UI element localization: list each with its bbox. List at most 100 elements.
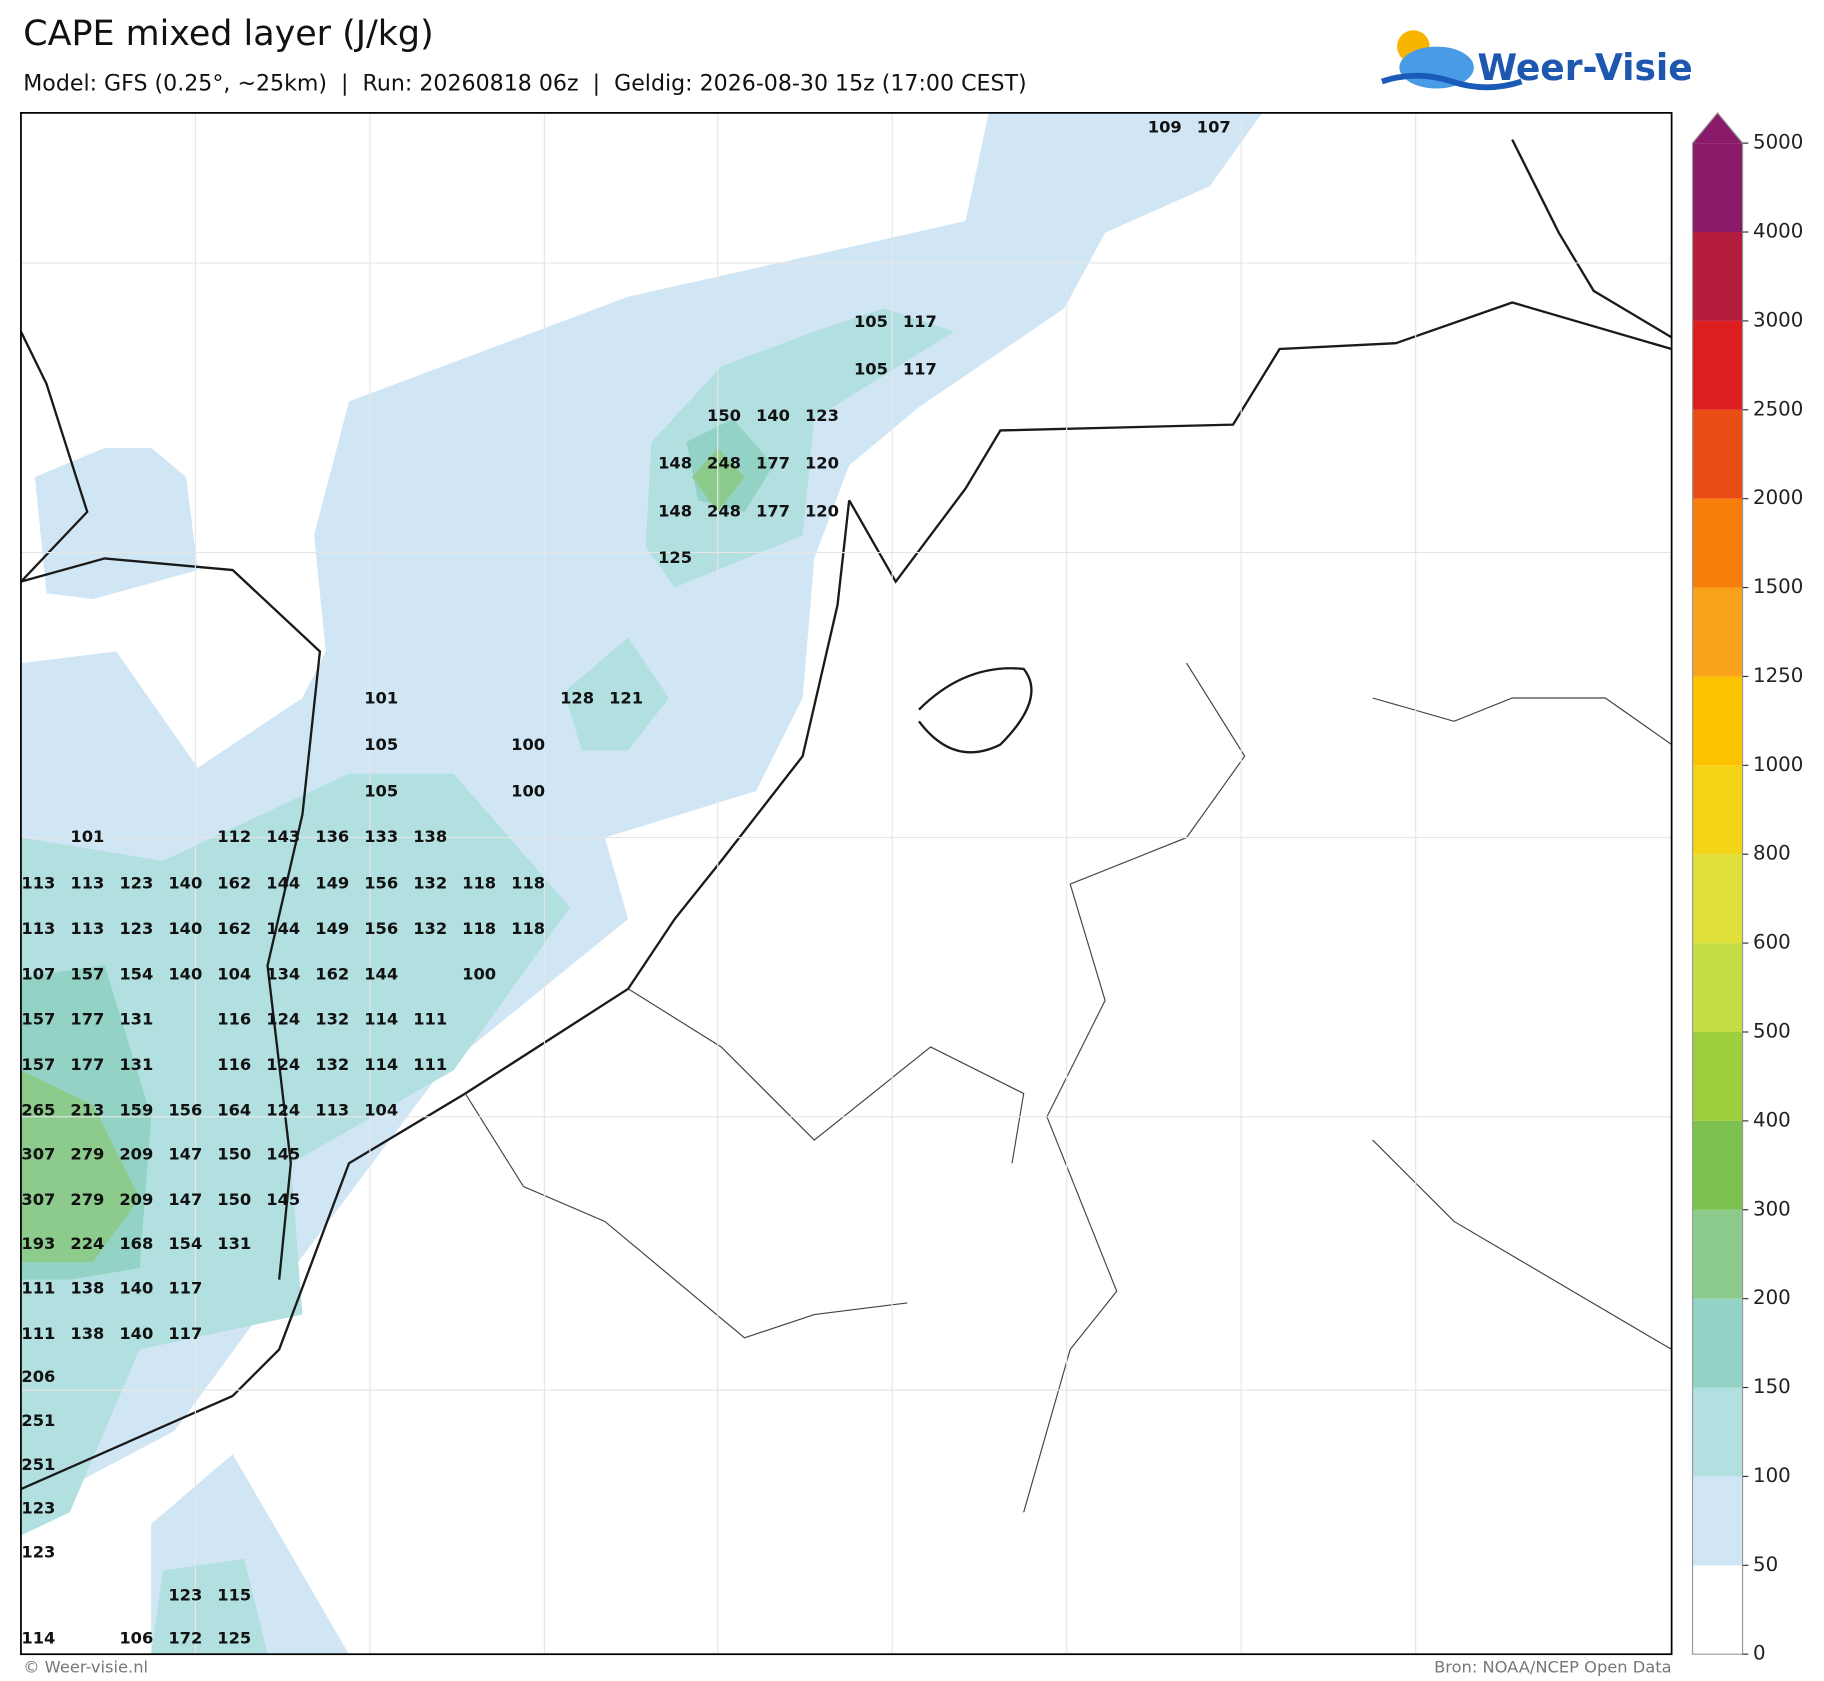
cape-value: 150 (217, 1190, 251, 1209)
cape-value: 307 (21, 1190, 55, 1209)
border (1372, 697, 1672, 1350)
cape-value: 251 (21, 1455, 55, 1474)
cape-value: 157 (21, 1010, 55, 1029)
colorbar-segment (1692, 143, 1743, 233)
cape-value: 193 (21, 1234, 55, 1253)
cape-value: 118 (511, 919, 545, 938)
cape-value: 117 (168, 1278, 202, 1297)
cape-value: 120 (805, 454, 839, 473)
colorbar-tick-label: 3000 (1753, 308, 1803, 331)
coast-north (848, 139, 1672, 584)
cape-value: 121 (609, 689, 643, 708)
colorbar-tick-label: 2500 (1753, 397, 1803, 420)
cape-value: 118 (511, 874, 545, 893)
cape-value: 111 (413, 1010, 447, 1029)
cape-value: 100 (511, 782, 545, 801)
colorbar-segment (1692, 320, 1743, 410)
colorbar-tick-label: 500 (1753, 1019, 1791, 1042)
cape-value: 131 (217, 1234, 251, 1253)
cape-value: 123 (119, 919, 153, 938)
cape-value: 213 (70, 1100, 104, 1119)
cape-value: 132 (315, 1010, 349, 1029)
cape-value: 140 (119, 1324, 153, 1343)
cape-value: 133 (364, 827, 398, 846)
borders (464, 662, 1672, 1513)
cape-value: 224 (70, 1234, 104, 1253)
cape-value: 145 (266, 1190, 300, 1209)
logo: Weer-Visie (1381, 30, 1693, 91)
cape-value: 159 (119, 1100, 153, 1119)
cape-value: 114 (364, 1010, 398, 1029)
cape-value: 123 (805, 406, 839, 425)
colorbar-tick-label: 800 (1753, 842, 1791, 865)
cape-value: 113 (70, 919, 104, 938)
logo-text: Weer-Visie (1477, 47, 1692, 89)
cape-value: 177 (70, 1010, 104, 1029)
cape-value: 138 (70, 1278, 104, 1297)
cape-value: 156 (364, 919, 398, 938)
cape-value: 120 (805, 501, 839, 520)
cape-value: 104 (364, 1100, 398, 1119)
cape-value: 168 (119, 1234, 153, 1253)
colorbar-segment (1692, 1031, 1743, 1121)
colorbar-tick-label: 2000 (1753, 486, 1803, 509)
cape-value: 138 (413, 827, 447, 846)
colorbar-tick-label: 300 (1753, 1197, 1791, 1220)
cape-value: 113 (21, 919, 55, 938)
map-frame (20, 112, 1673, 1656)
colorbar-tick-label: 5000 (1753, 131, 1803, 154)
cape-value: 116 (217, 1055, 251, 1074)
cape-value: 105 (364, 782, 398, 801)
shade-200 (20, 1070, 140, 1263)
cape-value: 209 (119, 1145, 153, 1164)
cape-value: 115 (217, 1586, 251, 1605)
cape-value: 123 (21, 1498, 55, 1517)
cape-value: 140 (168, 919, 202, 938)
cape-value: 147 (168, 1145, 202, 1164)
colorbar-segment (1692, 409, 1743, 499)
cape-value: 162 (315, 964, 349, 983)
border (627, 988, 1025, 1164)
cape-value: 149 (315, 919, 349, 938)
cape-value: 132 (413, 919, 447, 938)
cape-value: 113 (315, 1100, 349, 1119)
cape-value: 140 (756, 406, 790, 425)
cape-value: 138 (70, 1324, 104, 1343)
cape-value: 140 (168, 874, 202, 893)
cape-value: 123 (168, 1586, 202, 1605)
cape-value: 109 (1148, 118, 1182, 137)
cape-value: 114 (21, 1629, 55, 1648)
cape-value: 124 (266, 1010, 300, 1029)
shade-50 (20, 112, 1263, 1513)
cape-value: 117 (903, 359, 937, 378)
cape-value: 156 (168, 1100, 202, 1119)
colorbar-segment (1692, 854, 1743, 944)
cape-value: 113 (21, 874, 55, 893)
colorbar-segment (1692, 1209, 1743, 1299)
cape-value: 177 (756, 501, 790, 520)
cape-value: 154 (119, 964, 153, 983)
cape-value: 164 (217, 1100, 251, 1119)
cape-value: 117 (903, 312, 937, 331)
cape-value: 149 (315, 874, 349, 893)
colorbar-segment (1692, 1120, 1743, 1210)
cape-value: 177 (756, 454, 790, 473)
cape-value: 100 (462, 964, 496, 983)
cape-value: 131 (119, 1055, 153, 1074)
cape-value: 150 (707, 406, 741, 425)
cape-value: 106 (119, 1629, 153, 1648)
cape-value: 279 (70, 1190, 104, 1209)
cape-value: 134 (266, 964, 300, 983)
shade-50 (34, 447, 198, 600)
subtitle: Model: GFS (0.25°, ~25km) | Run: 2026081… (23, 70, 1026, 96)
cape-value: 157 (70, 964, 104, 983)
cape-value: 177 (70, 1055, 104, 1074)
coast-ijsselmeer (918, 667, 1033, 754)
cape-value: 107 (1197, 118, 1231, 137)
logo-wave (1381, 72, 1523, 91)
cape-value: 143 (266, 827, 300, 846)
cape-value: 147 (168, 1190, 202, 1209)
cape-value: 248 (707, 501, 741, 520)
cape-value: 117 (168, 1324, 202, 1343)
